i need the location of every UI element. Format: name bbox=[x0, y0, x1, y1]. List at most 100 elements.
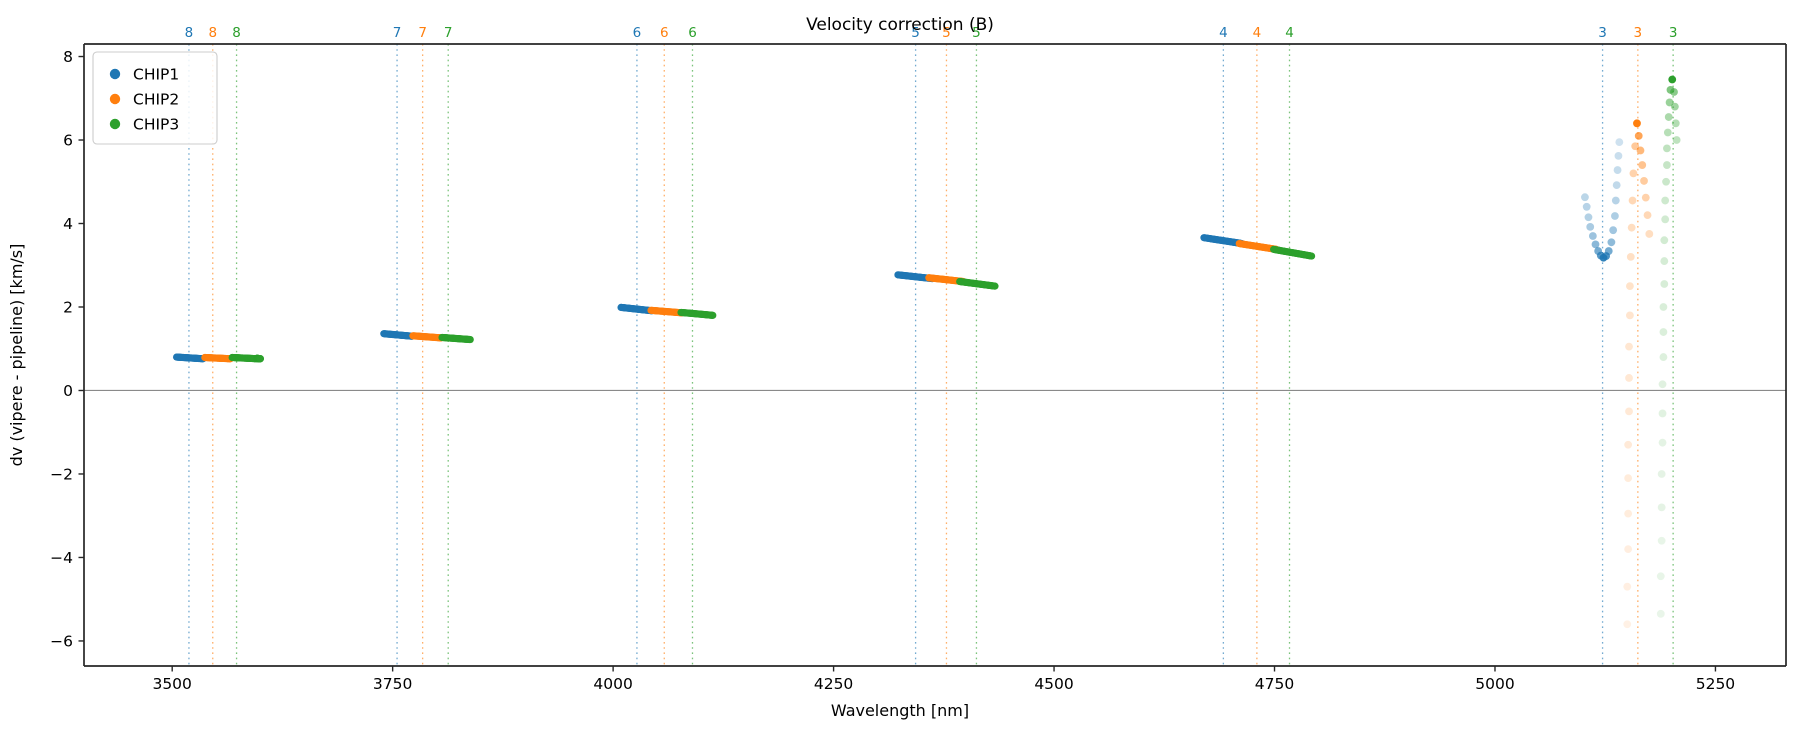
data-point-CHIP2-order3-18 bbox=[1624, 440, 1633, 449]
data-point-CHIP2-order3-1 bbox=[1634, 131, 1643, 140]
legend-label-CHIP1[interactable]: CHIP1 bbox=[133, 66, 179, 84]
y-axis-ticks: 8 6 4 2 0 −2 −4 −6 bbox=[50, 48, 84, 650]
data-point-CHIP3-order6 bbox=[709, 311, 717, 319]
data-point-CHIP1-order3-4 bbox=[1588, 232, 1597, 240]
data-point-CHIP3-order3-9 bbox=[1670, 102, 1679, 111]
x-axis-title: Wavelength [nm] bbox=[831, 701, 969, 720]
order-label-7-CHIP2: 7 bbox=[418, 25, 427, 41]
order-label-3-CHIP3: 3 bbox=[1669, 25, 1678, 41]
data-point-CHIP3-order3-10 bbox=[1671, 119, 1680, 128]
data-point-CHIP3-order5 bbox=[991, 282, 999, 290]
data-point-CHIP2-order3-0 bbox=[1633, 119, 1641, 128]
x-tick-label-3500: 3500 bbox=[152, 675, 191, 693]
data-point-CHIP3-order3-14 bbox=[1660, 236, 1669, 245]
data-point-CHIP2-order3-5 bbox=[1641, 193, 1650, 202]
data-point-CHIP2-order3-3 bbox=[1638, 161, 1647, 169]
order-label-5-CHIP2: 5 bbox=[942, 25, 951, 41]
order-label-3-CHIP2: 3 bbox=[1634, 25, 1643, 41]
data-point-CHIP2-order3-21 bbox=[1624, 545, 1633, 554]
data-point-CHIP3-order4 bbox=[1307, 252, 1316, 260]
data-point-CHIP1-order3-11 bbox=[1607, 238, 1616, 247]
legend-label-CHIP2[interactable]: CHIP2 bbox=[133, 91, 179, 109]
data-point-CHIP2-order3-9 bbox=[1629, 169, 1638, 178]
x-axis-ticks: 3500 3750 4000 4250 4500 4750 5000 5250 bbox=[152, 666, 1735, 693]
order-label-5-CHIP3: 5 bbox=[972, 25, 981, 41]
y-tick-label-4: 4 bbox=[63, 215, 73, 233]
data-point-CHIP2-order3-13 bbox=[1626, 282, 1634, 291]
x-tick-label-4000: 4000 bbox=[593, 675, 632, 693]
data-point-CHIP3-order3-16 bbox=[1660, 280, 1669, 288]
data-point-CHIP3-order3-4 bbox=[1663, 128, 1672, 137]
data-point-CHIP1-order3-2 bbox=[1584, 213, 1593, 222]
data-point-CHIP1-order3-5 bbox=[1591, 240, 1600, 249]
legend-marker-CHIP2 bbox=[109, 93, 121, 105]
data-point-CHIP2-order3-22 bbox=[1623, 582, 1632, 591]
data-point-CHIP3-order7 bbox=[466, 335, 474, 344]
data-point-CHIP2-order3-23 bbox=[1623, 620, 1632, 629]
data-point-CHIP2-order3-2 bbox=[1636, 146, 1645, 155]
y-tick-label--4: −4 bbox=[50, 549, 73, 567]
order-label-3-CHIP1: 3 bbox=[1598, 25, 1607, 41]
data-point-CHIP2-order3-10 bbox=[1628, 196, 1637, 205]
data-point-CHIP3-order3-7 bbox=[1662, 177, 1670, 186]
y-tick-label-0: 0 bbox=[63, 382, 73, 400]
data-point-CHIP1-order3-10 bbox=[1604, 247, 1613, 255]
data-point-CHIP3-order3-5 bbox=[1663, 144, 1671, 153]
data-point-CHIP2-order3-6 bbox=[1643, 211, 1652, 220]
data-point-CHIP3-order3-12 bbox=[1661, 196, 1670, 205]
order-label-8-CHIP1: 8 bbox=[185, 25, 194, 41]
data-point-CHIP3-order3-15 bbox=[1660, 257, 1669, 265]
order-label-6-CHIP2: 6 bbox=[660, 25, 669, 41]
data-point-CHIP3-order3-3 bbox=[1664, 113, 1673, 121]
data-point-CHIP3-order3-11 bbox=[1672, 136, 1681, 144]
data-point-CHIP1-order3-13 bbox=[1611, 212, 1619, 220]
data-point-CHIP2-order3-15 bbox=[1625, 342, 1633, 351]
data-point-CHIP1-order3-1 bbox=[1582, 202, 1591, 211]
data-point-CHIP3-order3-2 bbox=[1665, 98, 1674, 107]
data-point-CHIP3-order3-13 bbox=[1661, 215, 1670, 224]
x-tick-label-4250: 4250 bbox=[814, 675, 853, 693]
chart-legend[interactable]: CHIP1 CHIP2 CHIP3 bbox=[92, 51, 218, 145]
data-point-CHIP2-order3-16 bbox=[1625, 374, 1633, 382]
data-point-CHIP3-order3-17 bbox=[1659, 303, 1668, 311]
data-point-CHIP2-order3-11 bbox=[1627, 223, 1636, 232]
data-point-CHIP1-order3-12 bbox=[1609, 226, 1618, 235]
x-tick-label-4500: 4500 bbox=[1034, 675, 1073, 693]
y-tick-label--6: −6 bbox=[50, 632, 73, 650]
data-point-CHIP2-order3-20 bbox=[1624, 509, 1633, 518]
data-point-CHIP1-order3-14 bbox=[1611, 196, 1620, 205]
data-point-CHIP2-order3-17 bbox=[1625, 407, 1633, 416]
data-point-CHIP3-order3-19 bbox=[1659, 353, 1668, 361]
chart-title: Velocity correction (B) bbox=[806, 15, 994, 35]
x-tick-label-3750: 3750 bbox=[373, 675, 412, 693]
y-tick-label-2: 2 bbox=[63, 298, 73, 316]
order-label-4-CHIP3: 4 bbox=[1285, 25, 1294, 41]
order-label-7-CHIP1: 7 bbox=[393, 25, 402, 41]
data-point-CHIP3-order3-25 bbox=[1657, 536, 1666, 545]
data-point-CHIP3-order3-0 bbox=[1668, 75, 1677, 84]
legend-label-CHIP3[interactable]: CHIP3 bbox=[133, 116, 179, 134]
data-point-CHIP1-order3-18 bbox=[1615, 138, 1624, 147]
order-label-8-CHIP2: 8 bbox=[208, 25, 217, 41]
order-label-5-CHIP1: 5 bbox=[911, 25, 920, 41]
legend-box bbox=[92, 51, 218, 145]
data-point-CHIP1-order3-0 bbox=[1581, 193, 1589, 202]
data-point-CHIP1-order3-16 bbox=[1613, 166, 1622, 174]
data-point-CHIP3-order3-21 bbox=[1658, 409, 1667, 418]
data-point-CHIP3-order3-20 bbox=[1658, 380, 1667, 389]
order-label-7-CHIP3: 7 bbox=[444, 25, 453, 41]
order-label-6-CHIP3: 6 bbox=[688, 25, 697, 41]
x-tick-label-5250: 5250 bbox=[1696, 675, 1735, 693]
data-point-CHIP2-order3-4 bbox=[1640, 177, 1648, 185]
data-point-CHIP3-order8b bbox=[256, 355, 264, 363]
data-point-CHIP2-order3-14 bbox=[1626, 311, 1634, 320]
data-point-CHIP3-order3-26 bbox=[1656, 572, 1665, 581]
x-tick-label-4750: 4750 bbox=[1255, 675, 1294, 693]
data-point-CHIP3-order3-24 bbox=[1657, 503, 1666, 512]
legend-marker-CHIP3 bbox=[109, 118, 121, 130]
legend-marker-CHIP1 bbox=[109, 68, 121, 80]
order-label-4-CHIP2: 4 bbox=[1253, 25, 1262, 41]
